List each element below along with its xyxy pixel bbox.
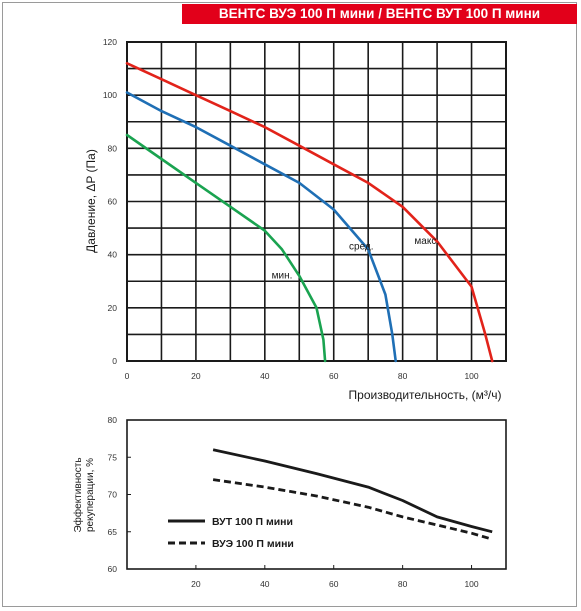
efficiency-line-vue (212, 478, 493, 541)
y-tick-label: 80 (108, 415, 118, 425)
x-tick-label: 60 (329, 579, 339, 589)
y-axis-label: Давление, ΔP (Па) (84, 149, 98, 253)
x-tick-label: 40 (260, 579, 270, 589)
curve-max (125, 62, 494, 363)
y-tick-label: 65 (108, 527, 118, 537)
y-tick-label: 75 (108, 452, 118, 462)
curve-mid (125, 91, 397, 363)
x-tick-label: 40 (260, 371, 270, 381)
y-tick-label: 60 (108, 197, 118, 207)
series-label: сред. (349, 241, 374, 252)
y-tick-label: 120 (103, 37, 117, 47)
y-tick-label: 80 (108, 143, 118, 153)
x-tick-label: 80 (398, 371, 408, 381)
efficiency-line-vut (212, 448, 493, 534)
y-tick-label: 100 (103, 90, 117, 100)
x-tick-label: 60 (329, 371, 339, 381)
x-axis-label: Производительность, (м³/ч) (349, 388, 502, 402)
y-axis-label-line: Эффективность (72, 457, 84, 532)
y-axis-label: Эффективностьрекуперации, % (72, 457, 96, 532)
x-tick-label: 80 (398, 579, 408, 589)
plot-frame (126, 419, 507, 570)
plot-frame (126, 41, 507, 362)
page-frame (2, 2, 577, 607)
title-banner: ВЕНТС ВУЭ 100 П мини / ВЕНТС ВУТ 100 П м… (182, 4, 577, 24)
x-tick-label: 100 (464, 579, 478, 589)
x-tick-label: 100 (464, 371, 478, 381)
series-label: макс. (414, 236, 439, 247)
legend-label: ВУЭ 100 П мини (212, 538, 294, 550)
y-tick-label: 70 (108, 490, 118, 500)
series-label: мин. (272, 271, 293, 282)
y-tick-label: 0 (112, 356, 117, 366)
legend-label: ВУТ 100 П мини (212, 516, 293, 528)
curve-min (125, 133, 327, 363)
y-axis-label-line: рекуперации, % (85, 458, 96, 532)
y-tick-label: 60 (108, 564, 118, 574)
y-tick-label: 40 (108, 250, 118, 260)
x-tick-label: 20 (191, 579, 201, 589)
y-tick-label: 20 (108, 303, 118, 313)
x-tick-label: 20 (191, 371, 201, 381)
x-tick-label: 0 (125, 371, 130, 381)
